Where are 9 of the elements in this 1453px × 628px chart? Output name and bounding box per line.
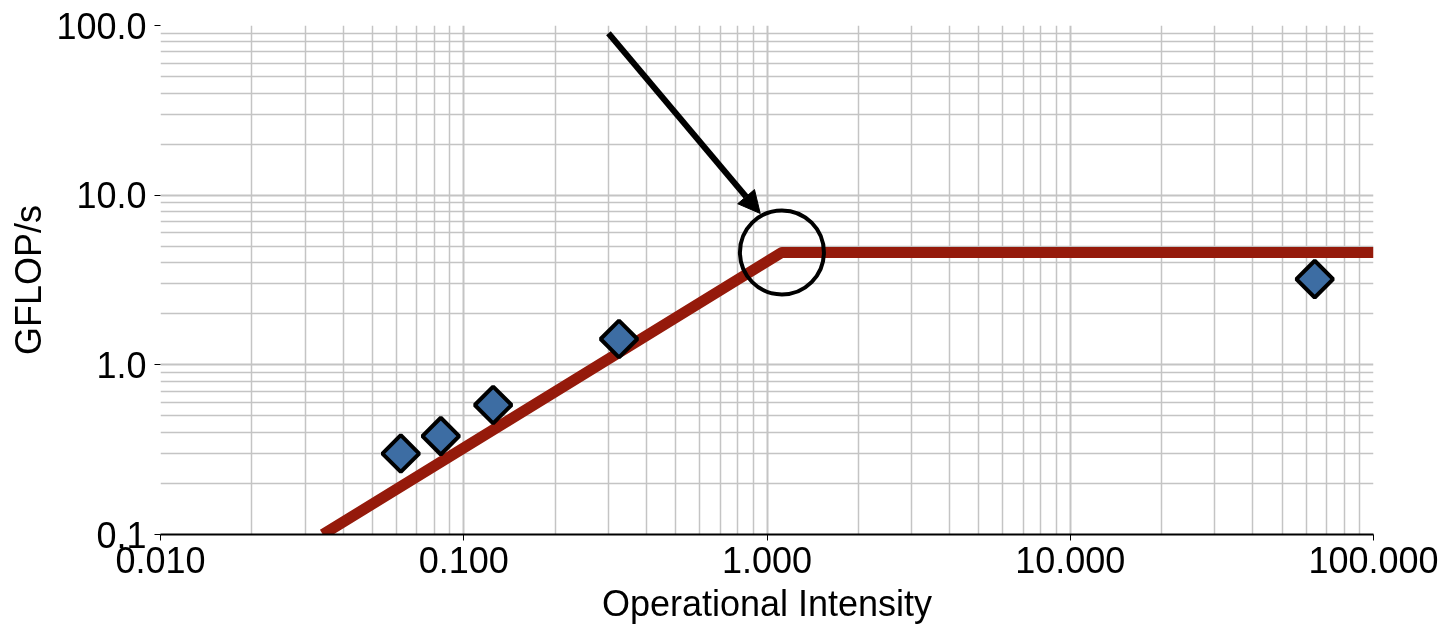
y-axis-title: GFLOP/s — [7, 204, 49, 356]
y-tick-label: 100.0 — [56, 5, 147, 47]
x-tick-label: 100.000 — [1308, 539, 1439, 581]
x-axis-title: Operational Intensity — [601, 582, 933, 624]
x-tick-label: 10.000 — [1015, 539, 1126, 581]
y-tick-label: 1.0 — [96, 344, 147, 386]
x-tick-label: 1.000 — [721, 539, 813, 581]
x-tick-label: 0.100 — [418, 539, 509, 581]
y-tick-label: 10.0 — [76, 175, 147, 217]
